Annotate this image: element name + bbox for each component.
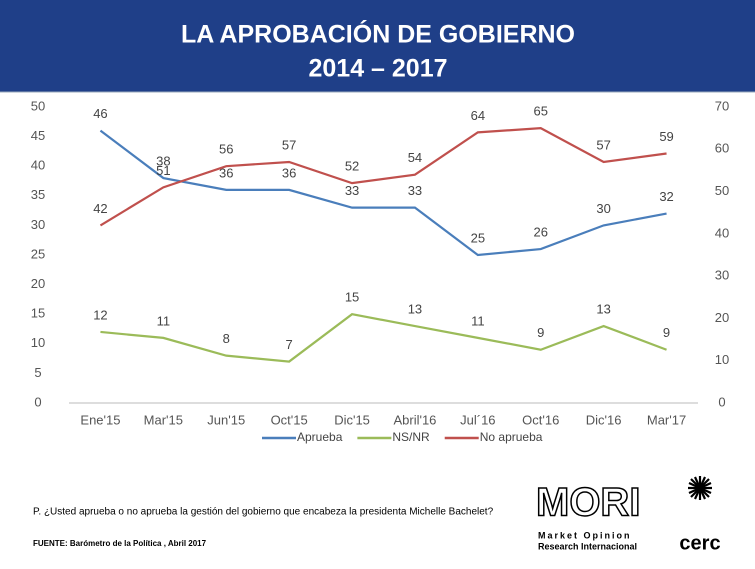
chart-title: LA APROBACIÓN DE GOBIERNO [181, 19, 575, 49]
y2-tick-label: 0 [718, 394, 725, 409]
data-label: 57 [282, 137, 296, 152]
x-tick-label: Mar'15 [144, 412, 183, 427]
y2-tick-label: 40 [715, 225, 729, 240]
data-label: 8 [223, 331, 230, 346]
y2-tick-label: 30 [715, 268, 729, 283]
data-label: 15 [345, 290, 359, 305]
data-label: 33 [345, 183, 359, 198]
data-label: 42 [93, 201, 107, 216]
data-label: 9 [663, 325, 670, 340]
y-tick-label: 50 [31, 98, 45, 113]
data-label: 9 [537, 325, 544, 340]
legend-label: No aprueba [480, 430, 543, 444]
mori-line1: Market Opinion [538, 530, 632, 540]
y-tick-label: 40 [31, 158, 45, 173]
data-label: 56 [219, 142, 233, 157]
x-tick-label: Mar'17 [647, 412, 686, 427]
x-tick-label: Jun'15 [207, 412, 245, 427]
y-tick-label: 0 [34, 394, 41, 409]
data-label: 7 [286, 337, 293, 352]
data-label: 25 [471, 230, 485, 245]
y-tick-label: 5 [34, 365, 41, 380]
data-label: 54 [408, 150, 422, 165]
data-label: 59 [659, 129, 673, 144]
title-banner [0, 0, 755, 92]
y2-tick-label: 50 [715, 183, 729, 198]
y-tick-label: 30 [31, 217, 45, 232]
mori-line2: Research Internacional [538, 541, 637, 551]
data-label: 13 [408, 301, 422, 316]
y2-tick-label: 20 [715, 310, 729, 325]
x-tick-label: Oct'16 [522, 412, 559, 427]
x-tick-label: Abril'16 [393, 412, 436, 427]
data-label: 65 [534, 104, 548, 119]
x-tick-label: Dic'15 [334, 412, 370, 427]
cerc-logo: cerc [679, 532, 720, 554]
y-tick-label: 20 [31, 276, 45, 291]
series-line [100, 313, 667, 363]
data-label: 26 [534, 225, 548, 240]
data-label: 13 [596, 301, 610, 316]
data-label: 11 [157, 313, 171, 328]
y2-tick-label: 10 [715, 352, 729, 367]
data-label: 64 [471, 108, 485, 123]
question: P. ¿Usted aprueba o no aprueba la gestió… [33, 507, 494, 518]
legend-label: Aprueba [297, 430, 343, 444]
data-label: 32 [659, 189, 673, 204]
data-label: 36 [282, 165, 296, 180]
data-label: 11 [471, 313, 485, 328]
series-line [99, 129, 667, 257]
legend-label: NS/NR [392, 430, 430, 444]
data-label: 52 [345, 159, 359, 174]
y2-tick-label: 70 [715, 98, 729, 113]
y2-tick-label: 60 [715, 141, 729, 156]
data-label: 57 [596, 137, 610, 152]
data-label: 33 [408, 183, 422, 198]
data-label: 30 [596, 201, 610, 216]
data-label: 51 [156, 163, 170, 178]
x-tick-label: Ene'15 [80, 412, 120, 427]
x-tick-label: Oct'15 [271, 412, 308, 427]
y-tick-label: 35 [31, 187, 45, 202]
data-label: 12 [93, 307, 107, 322]
x-tick-label: Dic'16 [586, 412, 622, 427]
mori-logo: MORI [536, 481, 640, 525]
source: FUENTE: Barómetro de la Política , Abril… [33, 539, 207, 548]
chart-subtitle: 2014 – 2017 [308, 55, 447, 83]
x-tick-label: Jul´16 [460, 412, 495, 427]
y-tick-label: 25 [31, 246, 45, 261]
y-tick-label: 15 [31, 306, 45, 321]
data-label: 46 [93, 106, 107, 121]
series-line [99, 127, 667, 227]
data-label: 38 [156, 153, 170, 168]
cerc-burst [688, 476, 712, 500]
y-tick-label: 10 [31, 335, 45, 350]
data-label: 36 [219, 165, 233, 180]
y-tick-label: 45 [31, 128, 45, 143]
